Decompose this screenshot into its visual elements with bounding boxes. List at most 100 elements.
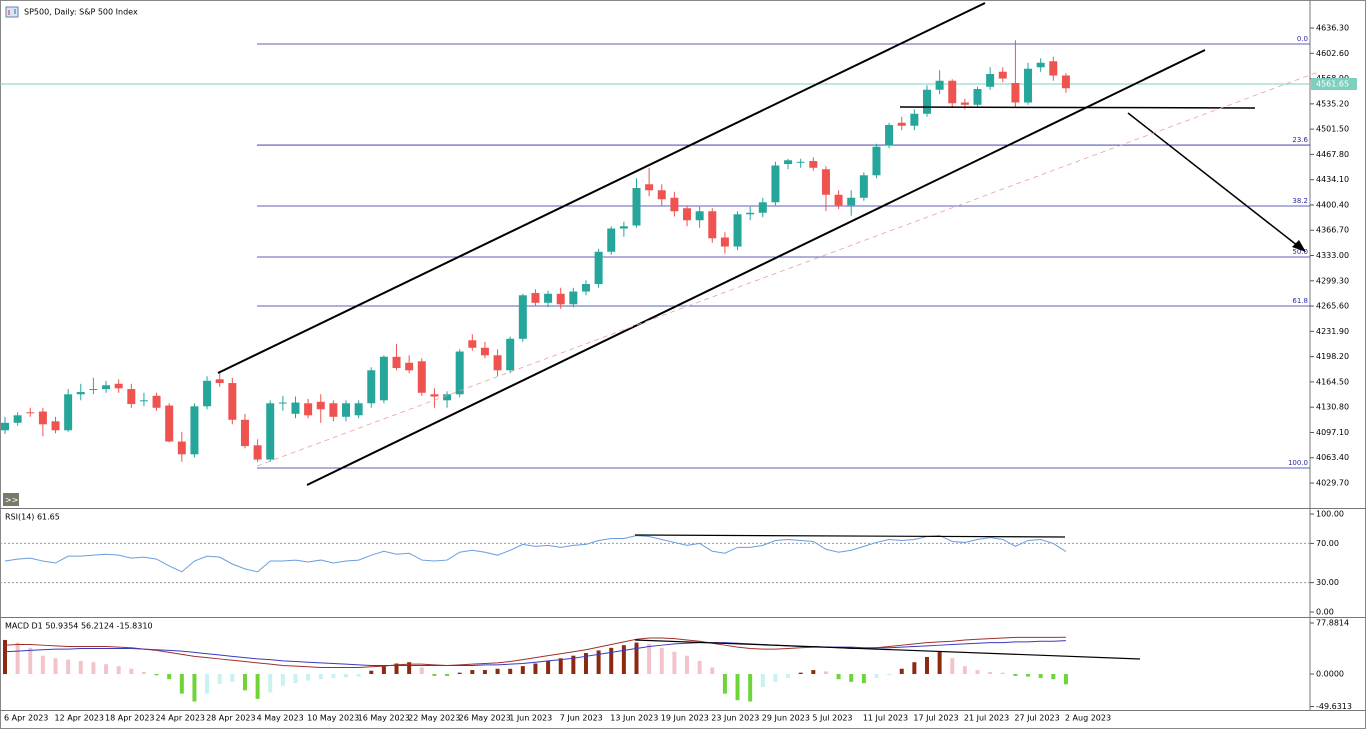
macd-bar [293, 673, 298, 684]
candle-body [1011, 83, 1020, 103]
candle-body [708, 211, 717, 239]
candle-body [177, 441, 186, 455]
candle-body [746, 212, 755, 215]
candle-body [468, 340, 477, 348]
candle-body [89, 389, 98, 391]
x-tick-label: 17 Jul 2023 [913, 714, 958, 723]
candle-body [342, 403, 351, 417]
macd-bar [912, 662, 917, 674]
macd-bar [874, 673, 879, 678]
x-tick-label: 24 Apr 2023 [156, 714, 205, 723]
macd-bar [773, 673, 778, 682]
candle-body [670, 197, 679, 212]
x-tick-label: 29 Jun 2023 [762, 714, 810, 723]
macd-bar [571, 655, 576, 674]
x-tick-label: 18 Apr 2023 [105, 714, 154, 723]
macd-bar [1038, 673, 1043, 678]
candle-body [544, 293, 553, 303]
candle-body [1024, 68, 1033, 103]
x-tick-label: 19 Jun 2023 [661, 714, 709, 723]
macd-bar [129, 668, 134, 674]
macd-bar [1013, 673, 1018, 676]
x-tick-label: 1 Jun 2023 [509, 714, 552, 723]
macd-bar [659, 647, 664, 674]
macd-bar [53, 658, 58, 674]
candle-body [1049, 61, 1058, 76]
macd-bar [432, 673, 437, 676]
macd-bar [735, 673, 740, 701]
candle-body [948, 80, 957, 104]
macd-bar [710, 667, 715, 674]
candle-body [986, 74, 995, 87]
candle-body [859, 175, 868, 198]
macd-bar [621, 645, 626, 674]
expand-button[interactable] [3, 493, 19, 506]
macd-bar [141, 672, 146, 674]
macd-bar [924, 656, 929, 674]
expand-button-label[interactable]: >> [5, 496, 18, 505]
candle-body [518, 295, 527, 339]
candle-body [973, 89, 982, 105]
macd-bar [344, 673, 349, 678]
macd-bar [167, 673, 172, 680]
candle-body [531, 293, 540, 303]
candle-body [354, 403, 363, 416]
rsi-title: RSI(14) 61.65 [5, 513, 60, 522]
candle-body [834, 194, 843, 206]
x-tick-label: 27 Jul 2023 [1014, 714, 1059, 723]
candle-body [758, 202, 767, 213]
y-tick-label: 4198.20 [1316, 352, 1349, 361]
macd-bar [647, 643, 652, 674]
macd-bar [407, 662, 412, 674]
candle-body [847, 197, 856, 206]
macd-bar [78, 660, 83, 674]
x-tick-label: 26 May 2023 [459, 714, 511, 723]
macd-bar [280, 673, 285, 686]
macd-bar [558, 658, 563, 674]
marks: 0.0 23.6 38.2 50.0 61.8 100.0 [0, 35, 1310, 702]
macd-bar [394, 663, 399, 674]
macd-bar [116, 666, 121, 674]
x-tick-label: 21 Jul 2023 [964, 714, 1009, 723]
x-tick-label: 22 May 2023 [408, 714, 460, 723]
candle-body [784, 160, 793, 165]
y-tick-label: 4299.30 [1316, 276, 1349, 285]
macd-bar [154, 673, 159, 676]
x-tick-label: 6 Apr 2023 [4, 714, 48, 723]
candle-body [51, 421, 60, 431]
x-tick-label: 7 Jun 2023 [560, 714, 603, 723]
candle-body [493, 355, 502, 371]
macd-bar [104, 664, 109, 674]
candle-body [695, 211, 704, 221]
macd-bar [836, 673, 841, 680]
arrow [1127, 112, 1299, 247]
macd-bar [861, 673, 866, 684]
candle-body [316, 401, 325, 410]
candle-body [304, 403, 313, 416]
candle-body [581, 284, 590, 292]
candle-body [1036, 62, 1045, 68]
macd-bar [697, 660, 702, 674]
candle-body [392, 356, 401, 369]
macd-bar [369, 670, 374, 674]
macd-bar [823, 671, 828, 674]
macd-bar [331, 673, 336, 678]
y-tick-label: 4265.60 [1316, 302, 1349, 311]
candle-body [632, 188, 641, 226]
macd-bar [760, 673, 765, 688]
candle-body [165, 405, 174, 442]
candle-body [13, 415, 22, 423]
candle-body [443, 394, 452, 401]
candle-body [127, 389, 136, 405]
chart-icon [5, 6, 19, 18]
macd-bar [811, 670, 816, 674]
candle-body [455, 351, 464, 395]
candle-body [645, 184, 654, 191]
y-tick-label: 4467.80 [1316, 150, 1349, 159]
support-line [899, 106, 1256, 109]
candle-body [203, 380, 212, 407]
macd-bar [887, 673, 892, 676]
candle-body [607, 228, 616, 252]
channel-upper [217, 2, 986, 374]
